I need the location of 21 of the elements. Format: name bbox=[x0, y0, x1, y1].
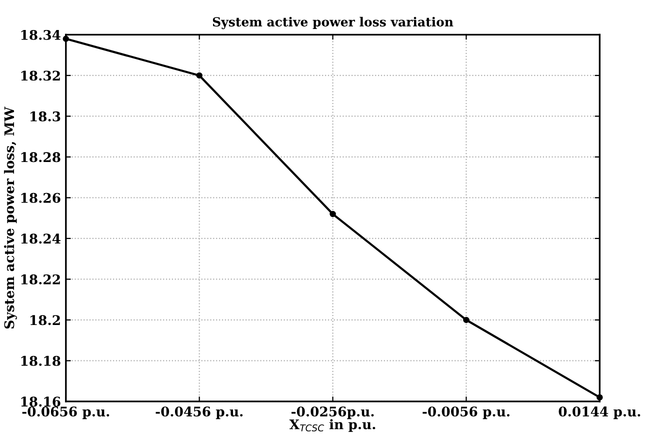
y-tick-label: 18.3 bbox=[30, 111, 60, 122]
point bbox=[196, 72, 202, 79]
point bbox=[330, 210, 336, 218]
x-tick-label: -0.0456 p.u. bbox=[156, 406, 243, 420]
y-tick-label: 18.16 bbox=[21, 396, 60, 407]
y-tick-label: 18.22 bbox=[21, 274, 60, 284]
y-tick-label: 18.2 bbox=[30, 315, 60, 326]
y-tick-label: 18.18 bbox=[21, 356, 60, 366]
y-tick-label: 18.24 bbox=[21, 234, 60, 244]
x-axis-title: X$_{TCSC}$ in p.u. bbox=[289, 419, 376, 432]
x-tick-label: -0.0256p.u. bbox=[292, 406, 374, 420]
x-tick-label: 0.0144 p.u. bbox=[558, 406, 640, 420]
y-tick-label: 18.26 bbox=[21, 192, 60, 203]
y-tick-label: 18.28 bbox=[21, 152, 60, 162]
y-tick-label: 18.34 bbox=[21, 30, 60, 40]
point bbox=[463, 316, 470, 324]
x-tick-label: -0.0056 p.u. bbox=[422, 406, 510, 420]
y-tick-label: 18.32 bbox=[21, 70, 60, 81]
chart-title: System active power loss variation bbox=[212, 16, 454, 30]
y-axis-title: System active power loss, MW bbox=[4, 106, 17, 329]
x-tick-label: -0.0656 p.u. bbox=[22, 406, 110, 420]
